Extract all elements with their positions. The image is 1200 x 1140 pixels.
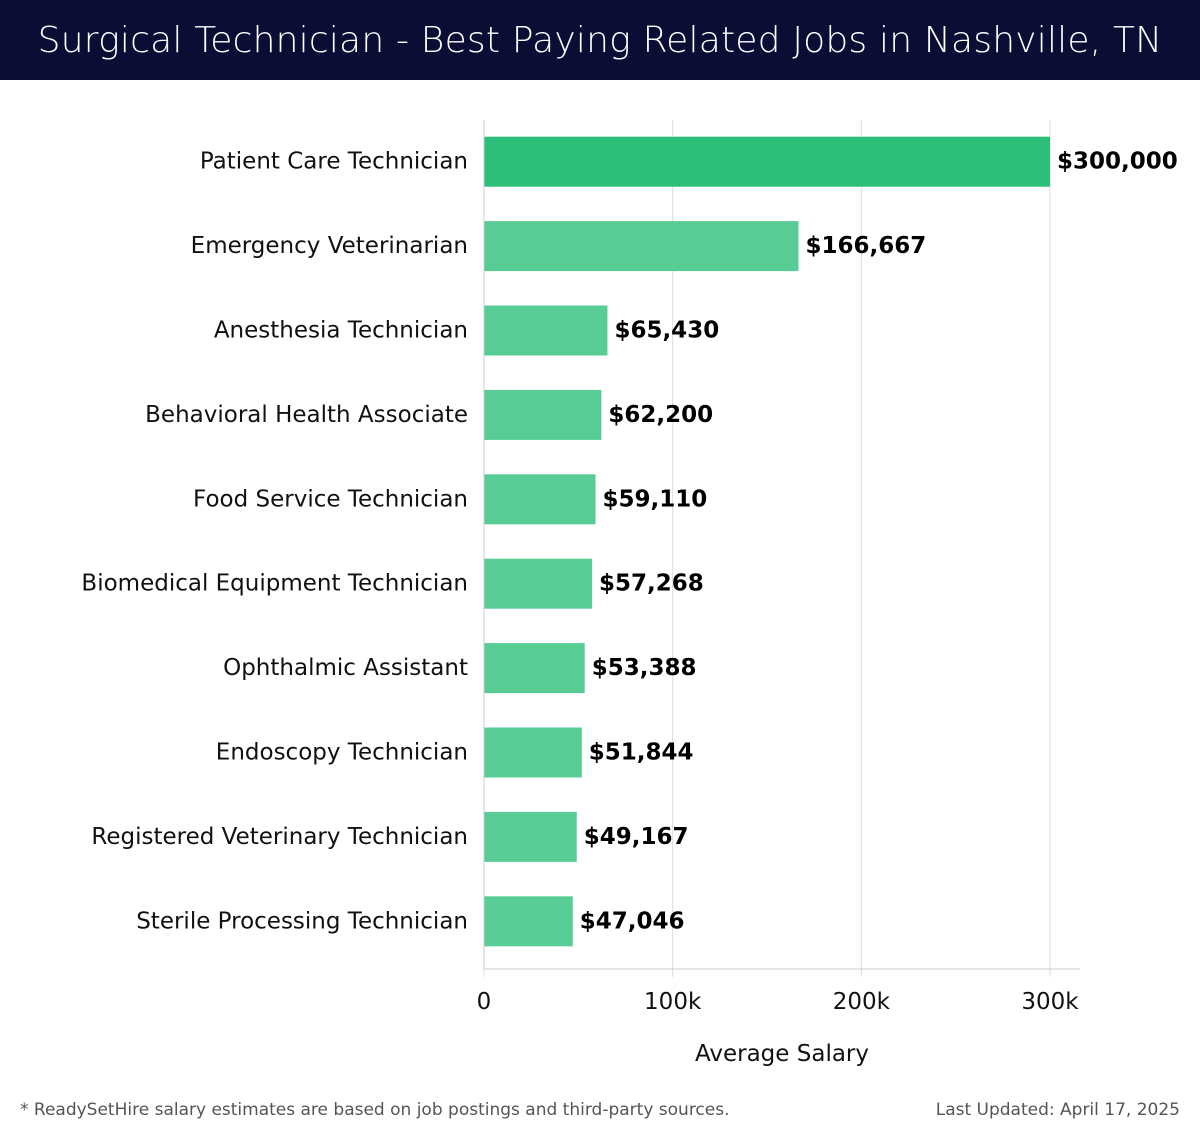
category-label: Registered Veterinary Technician bbox=[91, 824, 468, 850]
value-label: $57,268 bbox=[599, 571, 704, 597]
value-label: $53,388 bbox=[592, 655, 697, 681]
value-label: $300,000 bbox=[1057, 149, 1178, 175]
category-label: Emergency Veterinarian bbox=[191, 233, 468, 259]
category-label: Endoscopy Technician bbox=[216, 740, 468, 766]
x-axis-title: Average Salary bbox=[695, 1041, 869, 1067]
value-label: $49,167 bbox=[584, 824, 689, 850]
bar bbox=[484, 727, 582, 778]
bar bbox=[484, 558, 593, 609]
x-axis: 0 100k 200k 300k Average Salary bbox=[477, 120, 1080, 1067]
bar bbox=[484, 136, 1050, 187]
value-labels: $300,000 $166,667 $65,430 $62,200 $59,110 $57… bbox=[580, 149, 1178, 935]
category-labels: Patient Care Technician Emergency Veterin… bbox=[81, 149, 468, 935]
x-tick-label: 0 bbox=[477, 989, 492, 1015]
bar-chart: Patient Care Technician Emergency Veterin… bbox=[81, 120, 1178, 1067]
value-label: $166,667 bbox=[805, 233, 926, 259]
bar bbox=[484, 221, 799, 272]
category-label: Patient Care Technician bbox=[200, 149, 468, 175]
value-label: $62,200 bbox=[608, 402, 713, 428]
bar bbox=[484, 811, 577, 862]
value-label: $65,430 bbox=[614, 318, 719, 344]
category-label: Biomedical Equipment Technician bbox=[81, 571, 468, 597]
bar bbox=[484, 474, 596, 525]
bar bbox=[484, 643, 585, 694]
last-updated: Last Updated: April 17, 2025 bbox=[935, 1100, 1180, 1120]
bar bbox=[484, 305, 608, 356]
bars bbox=[484, 136, 1050, 947]
value-label: $47,046 bbox=[580, 908, 685, 934]
x-tick-label: 300k bbox=[1021, 989, 1079, 1015]
bar bbox=[484, 896, 573, 947]
value-label: $51,844 bbox=[589, 740, 694, 766]
chart-title: Surgical Technician - Best Paying Relate… bbox=[37, 19, 1163, 61]
chart-header: Surgical Technician - Best Paying Relate… bbox=[0, 0, 1200, 80]
footer-note: * ReadySetHire salary estimates are base… bbox=[20, 1100, 730, 1120]
category-label: Ophthalmic Assistant bbox=[223, 655, 468, 681]
bar bbox=[484, 389, 602, 440]
x-tick-label: 100k bbox=[644, 989, 702, 1015]
x-tick-label: 200k bbox=[833, 989, 891, 1015]
value-label: $59,110 bbox=[603, 486, 708, 512]
category-label: Food Service Technician bbox=[193, 486, 468, 512]
category-label: Sterile Processing Technician bbox=[136, 908, 468, 934]
category-label: Behavioral Health Associate bbox=[145, 402, 468, 428]
category-label: Anesthesia Technician bbox=[214, 318, 468, 344]
